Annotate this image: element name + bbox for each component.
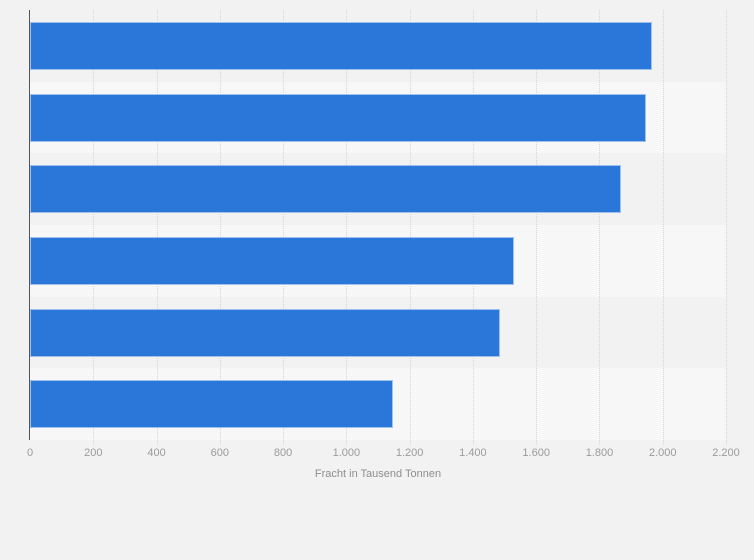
- x-axis-title: Fracht in Tausend Tonnen: [314, 468, 442, 480]
- bar[interactable]: [30, 93, 647, 142]
- gridline: [219, 10, 221, 445]
- x-tick-label: 1.000: [332, 447, 361, 459]
- bar[interactable]: [30, 308, 501, 357]
- bar[interactable]: [30, 21, 652, 70]
- x-tick-label: 1.400: [459, 447, 487, 459]
- x-tick-label: 2.000: [648, 447, 677, 459]
- gridline: [93, 10, 95, 445]
- x-tick-label: 200: [84, 447, 103, 459]
- x-tick-label: 2.200: [712, 447, 740, 459]
- x-tick-label: 0: [26, 447, 34, 459]
- gridline: [536, 10, 538, 445]
- gridline: [156, 10, 158, 445]
- x-tick-label: 400: [147, 447, 166, 459]
- x-tick-label: 800: [273, 447, 293, 459]
- gridline: [662, 10, 664, 445]
- gridline: [599, 10, 601, 445]
- plot-area: [29, 10, 727, 445]
- gridline: [409, 10, 411, 445]
- x-tick-label: 1.600: [522, 447, 550, 459]
- gridline: [726, 10, 727, 445]
- x-tick-label: 1.200: [395, 447, 424, 459]
- x-axis-tick-labels: 0 200 400 600 800 1.000 1.200 1.400 1.600 1.800 2.…: [26, 447, 740, 461]
- bar[interactable]: [30, 165, 621, 214]
- bar[interactable]: [30, 380, 393, 429]
- x-tick-label: 1.800: [585, 447, 614, 459]
- bar[interactable]: [30, 236, 515, 285]
- gridline: [283, 10, 285, 445]
- x-tick-label: 600: [210, 447, 229, 459]
- bar-chart: 0 200 400 600 800 1.000 1.200 1.400 1.600 1.800 2.…: [26, 10, 740, 480]
- gridline: [472, 10, 474, 445]
- gridline: [346, 10, 348, 445]
